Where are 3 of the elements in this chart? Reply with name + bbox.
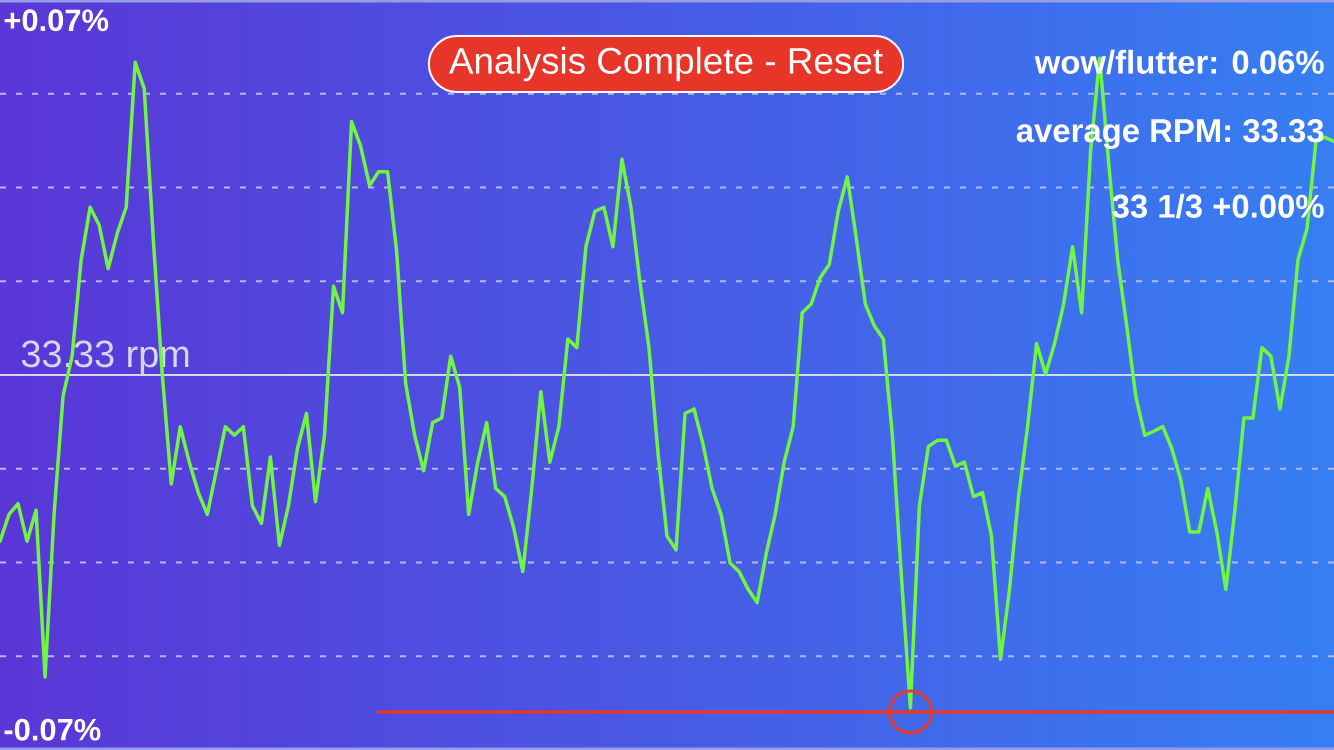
annotation: Analysis Complete - Reset [448, 46, 883, 82]
y-tick-label: +0.07% [4, 9, 109, 32]
y-tick-label: -0.07% [4, 718, 101, 741]
